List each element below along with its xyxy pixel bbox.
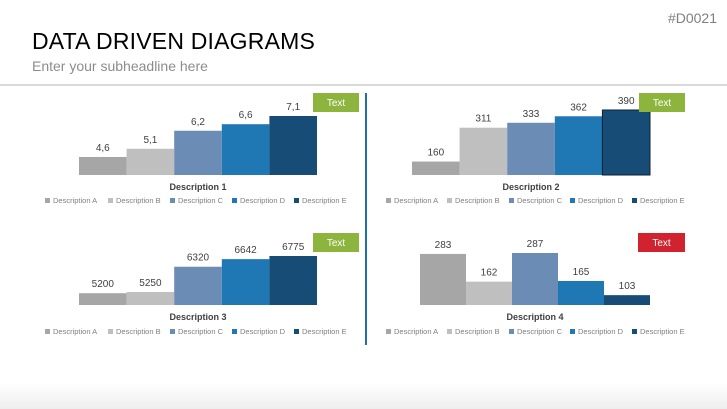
chart2-legend-label-5: Description E <box>640 196 685 205</box>
chart4-legend-label-5: Description E <box>640 327 685 336</box>
chart4-bar-2 <box>466 281 512 305</box>
chart2-bar-4 <box>554 116 603 175</box>
header-divider <box>0 84 727 86</box>
chart3-legend-swatch-3 <box>170 329 175 334</box>
chart2-bar-5 <box>601 109 651 176</box>
chart2-legend-swatch-2 <box>447 198 452 203</box>
chart3-bar-1 <box>79 293 127 305</box>
chart4-legend-swatch-4 <box>570 329 575 334</box>
chart3-value-label-1: 5200 <box>92 279 115 290</box>
chart2-value-label-3: 333 <box>523 109 540 120</box>
chart2-legend-swatch-1 <box>386 198 391 203</box>
chart2-bar-1 <box>412 161 460 175</box>
chart4-bar-1 <box>420 253 466 305</box>
chart1-bar-1 <box>79 156 127 175</box>
chart1-value-label-5: 7,1 <box>286 102 300 113</box>
chart4-value-label-5: 103 <box>619 281 636 292</box>
chart3-legend-swatch-4 <box>232 329 237 334</box>
chart2-badge <box>639 93 685 112</box>
chart1-legend-label-1: Description A <box>53 196 97 205</box>
chart4-legend-label-4: Description D <box>578 327 624 336</box>
chart3-bar-5 <box>269 256 317 305</box>
chart2-legend-swatch-3 <box>509 198 514 203</box>
chart3-legend-swatch-1 <box>45 329 50 334</box>
chart3-legend-swatch-5 <box>294 329 299 334</box>
chart4-bar-3 <box>512 253 558 305</box>
chart1-legend-label-5: Description E <box>302 196 347 205</box>
chart1-value-label-3: 6,2 <box>191 117 205 128</box>
chart3-bar-2 <box>126 292 175 305</box>
chart3-title: Description 3 <box>169 312 226 322</box>
chart3-legend-label-2: Description B <box>116 327 161 336</box>
chart4-badge-text: Text <box>652 238 671 249</box>
chart4-value-label-3: 287 <box>527 239 544 250</box>
chart1-legend-swatch-3 <box>170 198 175 203</box>
chart4-legend-swatch-5 <box>632 329 637 334</box>
bottom-fade <box>0 384 727 409</box>
chart3-bar-4 <box>221 259 270 305</box>
chart2-value-label-5: 390 <box>618 96 635 107</box>
chart1-legend-swatch-2 <box>108 198 113 203</box>
slide-id: #D0021 <box>667 10 717 26</box>
page-subtitle: Enter your subheadline here <box>32 58 208 74</box>
chart2-value-label-1: 160 <box>427 148 444 159</box>
vertical-divider <box>365 93 367 345</box>
chart3-bar-3 <box>174 266 222 305</box>
chart3-badge <box>313 233 359 252</box>
chart2-legend-label-4: Description D <box>578 196 624 205</box>
chart3-legend-label-1: Description A <box>53 327 97 336</box>
chart4-legend-label-3: Description C <box>517 327 563 336</box>
chart4-bar-5 <box>604 295 650 305</box>
chart2-badge-text: Text <box>653 98 672 109</box>
chart4-legend-swatch-2 <box>447 329 452 334</box>
chart1-badge-text: Text <box>327 98 346 109</box>
chart1-legend-label-3: Description C <box>178 196 224 205</box>
chart2-value-label-2: 311 <box>475 114 491 125</box>
chart2-bar-3 <box>507 122 555 175</box>
chart2-legend-swatch-5 <box>632 198 637 203</box>
chart1-legend-swatch-5 <box>294 198 299 203</box>
chart1-title: Description 1 <box>169 182 226 192</box>
chart3-legend-label-5: Description E <box>302 327 347 336</box>
chart1-bar-5 <box>269 116 317 175</box>
chart1-value-label-2: 5,1 <box>143 135 157 146</box>
chart2-legend-label-1: Description A <box>394 196 438 205</box>
chart3-value-label-3: 6320 <box>187 253 210 264</box>
chart1-legend-swatch-1 <box>45 198 50 203</box>
chart4-value-label-4: 165 <box>573 267 590 278</box>
chart1-legend-swatch-4 <box>232 198 237 203</box>
chart4-legend-swatch-1 <box>386 329 391 334</box>
chart1-bar-2 <box>126 148 175 175</box>
chart4-title: Description 4 <box>506 312 563 322</box>
chart1-badge <box>313 93 359 112</box>
chart3-value-label-5: 6775 <box>282 242 305 253</box>
chart3-badge-text: Text <box>327 238 346 249</box>
chart1-bar-4 <box>221 124 270 175</box>
chart4-legend-label-1: Description A <box>394 327 438 336</box>
chart3-legend-label-3: Description C <box>178 327 224 336</box>
chart2-value-label-4: 362 <box>570 102 587 113</box>
chart4-badge <box>638 233 685 252</box>
chart3-value-label-2: 5250 <box>139 278 162 289</box>
chart2-bar-2 <box>459 127 508 175</box>
chart1-legend-label-2: Description B <box>116 196 161 205</box>
chart4-value-label-2: 162 <box>481 268 498 279</box>
page-title: DATA DRIVEN DIAGRAMS <box>32 28 316 54</box>
chart2-legend-label-3: Description C <box>517 196 563 205</box>
chart4-bar-4 <box>558 280 604 305</box>
chart4-legend-swatch-3 <box>509 329 514 334</box>
chart3-legend-swatch-2 <box>108 329 113 334</box>
chart1-value-label-1: 4,6 <box>96 143 110 154</box>
chart3-legend-label-4: Description D <box>240 327 286 336</box>
chart1-legend-label-4: Description D <box>240 196 286 205</box>
chart1-value-label-4: 6,6 <box>239 110 253 121</box>
chart4-value-label-1: 283 <box>435 240 452 251</box>
chart2-title: Description 2 <box>502 182 559 192</box>
chart3-value-label-4: 6642 <box>234 245 257 256</box>
chart4-legend-label-2: Description B <box>455 327 500 336</box>
chart2-legend-label-2: Description B <box>455 196 500 205</box>
chart2-legend-swatch-4 <box>570 198 575 203</box>
chart1-bar-3 <box>174 130 222 175</box>
